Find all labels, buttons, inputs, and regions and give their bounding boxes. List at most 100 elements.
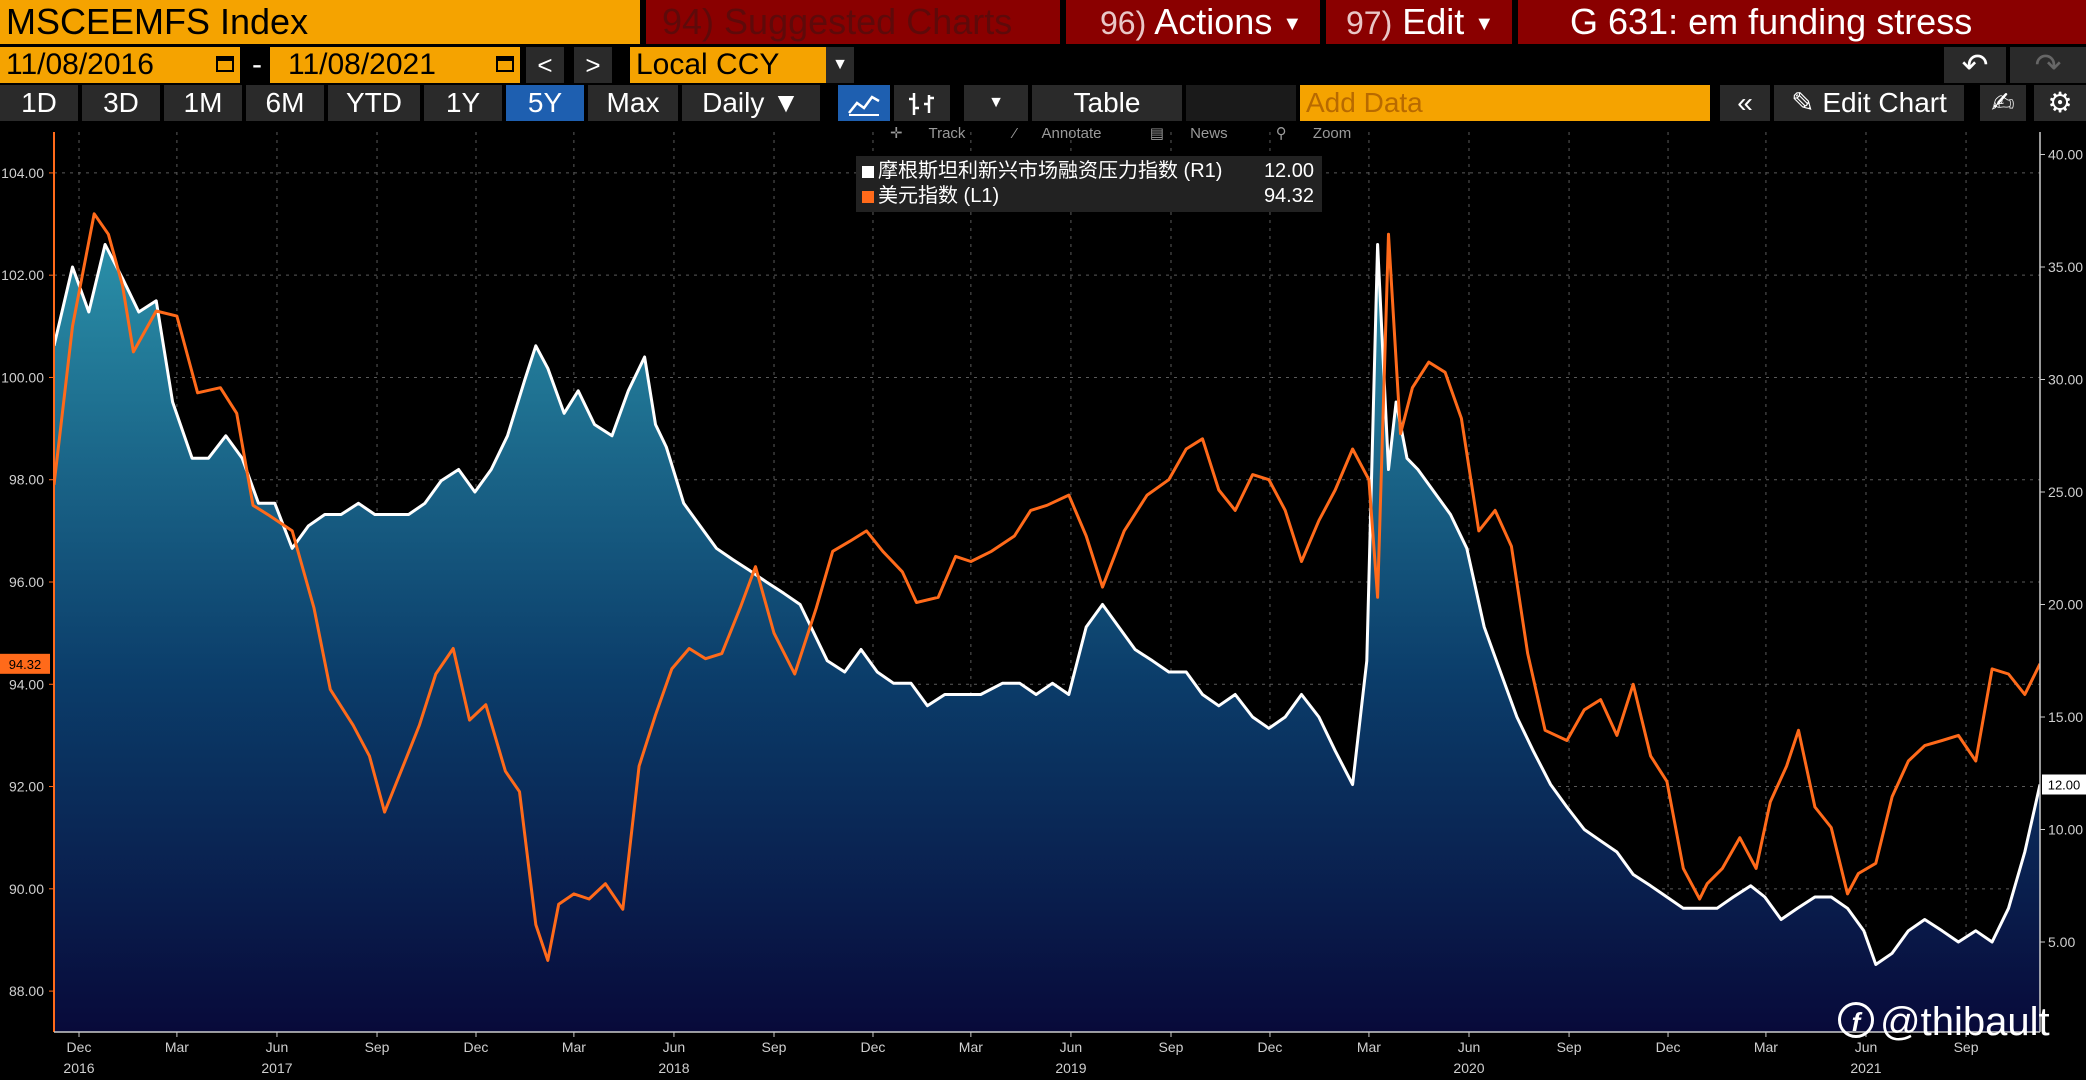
x-month-label: Jun <box>1855 1039 1878 1055</box>
end-date-text: 11/08/2021 <box>288 48 436 81</box>
header-bar: MSCEEMFS Index 94) Suggested Charts 96) … <box>0 0 2086 44</box>
x-axis-ticks: Dec Mar Jun Sep Dec Mar Jun Sep Dec Mar Jun Sep Dec M… <box>63 1032 1979 1076</box>
edit-menu[interactable]: 97) Edit ▼ <box>1326 0 1512 44</box>
left-tick-label: 98.00 <box>9 472 44 488</box>
x-month-label: Jun <box>663 1039 686 1055</box>
x-month-label: Dec <box>67 1039 92 1055</box>
chart-type-dropdown[interactable]: ▼ <box>964 85 1028 121</box>
actions-menu[interactable]: 96) Actions ▼ <box>1066 0 1320 44</box>
add-data-input[interactable]: Add Data <box>1300 85 1710 121</box>
annotate-button[interactable]: ✍ <box>1980 85 2026 121</box>
suggested-charts-menu[interactable]: 94) Suggested Charts <box>646 0 1060 44</box>
annotate-label: Annotate <box>1041 125 1102 142</box>
ticker-field[interactable]: MSCEEMFS Index <box>0 0 640 44</box>
x-year-label: 2018 <box>658 1060 689 1076</box>
edit-chart-button[interactable]: ✎ Edit Chart <box>1774 85 1964 121</box>
legend-item-stress[interactable]: 摩根斯坦利新兴市场融资压力指数 (R1) 12.00 <box>862 158 1316 183</box>
table-button[interactable]: Table <box>1032 85 1182 121</box>
period-1m[interactable]: 1M <box>164 85 242 121</box>
chevron-left-icon: < <box>537 50 553 80</box>
period-ytd[interactable]: YTD <box>328 85 420 121</box>
x-month-label: Sep <box>1954 1039 1979 1055</box>
dollar-index-line <box>54 212 2040 962</box>
prev-period-button[interactable]: < <box>526 47 564 83</box>
news-icon: ▤ <box>1149 125 1164 142</box>
legend-item-dxy[interactable]: 美元指数 (L1) 94.32 <box>862 183 1316 208</box>
chart-area[interactable]: 88.00 90.00 92.00 94.00 96.00 98.00 100.00 102.… <box>0 124 2086 1080</box>
legend-label: 摩根斯坦利新兴市场融资压力指数 (R1) <box>878 160 1223 182</box>
actions-num: 96) <box>1100 5 1147 41</box>
x-month-label: Sep <box>762 1039 787 1055</box>
x-month-label: Mar <box>562 1039 586 1055</box>
toolbar-spacer <box>1186 85 1296 121</box>
pencil-icon: ✎ <box>1791 87 1815 118</box>
gear-icon: ⚙ <box>2047 87 2073 118</box>
undo-button[interactable]: ↶ <box>1944 47 2006 83</box>
legend-value: 12.00 <box>1263 160 1314 182</box>
x-month-label: Jun <box>266 1039 289 1055</box>
settings-button[interactable]: ⚙ <box>2034 85 2086 121</box>
currency-select[interactable]: Local CCY <box>630 47 854 83</box>
left-tick-label: 96.00 <box>9 574 44 590</box>
right-tick-label: 10.00 <box>2048 822 2083 838</box>
track-label: Track <box>928 125 966 142</box>
frequency-select[interactable]: Daily ▼ <box>682 85 820 121</box>
edit-label: Edit <box>1402 1 1465 42</box>
news-tool[interactable]: ▤ News <box>1150 125 1250 142</box>
caret-down-icon: ▼ <box>1282 13 1303 35</box>
right-axis-ticks: 5.00 10.00 15.00 20.00 25.00 30.00 35.00 40.00 <box>2040 147 2083 950</box>
right-tick-label: 5.00 <box>2048 934 2075 950</box>
double-chevron-left-icon: « <box>1737 87 1753 118</box>
calendar-icon[interactable] <box>496 56 514 72</box>
left-tick-label: 88.00 <box>9 983 44 999</box>
redo-button[interactable]: ↷ <box>2010 47 2086 83</box>
legend-label: 美元指数 (L1) <box>878 185 1000 207</box>
currency-dropdown-button[interactable]: ▼ <box>826 47 854 83</box>
last-value-labels: 94.32 12.00 <box>0 653 2086 795</box>
stress-index-line <box>54 243 2040 966</box>
zoom-tool[interactable]: ⚲ Zoom <box>1276 125 1374 142</box>
caret-down-icon: ▼ <box>772 87 800 118</box>
calendar-icon[interactable] <box>216 56 234 72</box>
period-5y[interactable]: 5Y <box>506 85 584 121</box>
suggested-charts-label: Suggested Charts <box>724 1 1013 42</box>
suggested-charts-num: 94) <box>662 1 715 42</box>
period-6m[interactable]: 6M <box>246 85 324 121</box>
x-year-label: 2017 <box>261 1060 292 1076</box>
next-period-button[interactable]: > <box>574 47 612 83</box>
left-last-value: 94.32 <box>9 657 42 672</box>
chart-toolbar: 1D 3D 1M 6M YTD 1Y 5Y Max Daily ▼ ▼ Tabl… <box>0 85 2086 121</box>
right-last-tag <box>2042 774 2086 795</box>
frequency-text: Daily <box>702 87 765 118</box>
x-month-label: Dec <box>464 1039 489 1055</box>
x-month-label: Sep <box>365 1039 390 1055</box>
x-month-label: Dec <box>1258 1039 1283 1055</box>
edit-chart-label: Edit Chart <box>1822 87 1947 118</box>
end-date-field[interactable]: 11/08/2021 <box>270 47 520 83</box>
left-last-tag <box>0 653 50 674</box>
left-tick-label: 102.00 <box>1 267 44 283</box>
chart-legend[interactable]: 摩根斯坦利新兴市场融资压力指数 (R1) 12.00 美元指数 (L1) 94.… <box>856 156 1322 212</box>
pen-icon: ⁄ <box>1013 125 1017 142</box>
left-axis-ticks: 88.00 90.00 92.00 94.00 96.00 98.00 100.00 102.… <box>1 165 54 999</box>
edit-num: 97) <box>1346 5 1393 41</box>
watermark: f @thibault <box>1838 1000 2050 1045</box>
annotate-tool[interactable]: ⁄ Annotate <box>1014 125 1124 142</box>
period-3d[interactable]: 3D <box>82 85 160 121</box>
collapse-button[interactable]: « <box>1720 85 1770 121</box>
x-year-label: 2020 <box>1453 1060 1484 1076</box>
period-max[interactable]: Max <box>588 85 678 121</box>
period-1y[interactable]: 1Y <box>424 85 502 121</box>
period-1d[interactable]: 1D <box>0 85 78 121</box>
actions-label: Actions <box>1154 1 1273 42</box>
left-tick-label: 100.00 <box>1 369 44 385</box>
bar-chart-button[interactable] <box>894 85 950 121</box>
right-tick-label: 25.00 <box>2048 484 2083 500</box>
undo-icon: ↶ <box>1961 47 1989 83</box>
line-chart-button[interactable] <box>838 85 890 121</box>
track-tool[interactable]: ✛ Track <box>890 125 987 142</box>
start-date-field[interactable]: 11/08/2016 <box>0 47 240 83</box>
right-tick-label: 35.00 <box>2048 259 2083 275</box>
date-separator: - <box>252 48 262 81</box>
caret-down-icon: ▼ <box>1474 13 1495 35</box>
